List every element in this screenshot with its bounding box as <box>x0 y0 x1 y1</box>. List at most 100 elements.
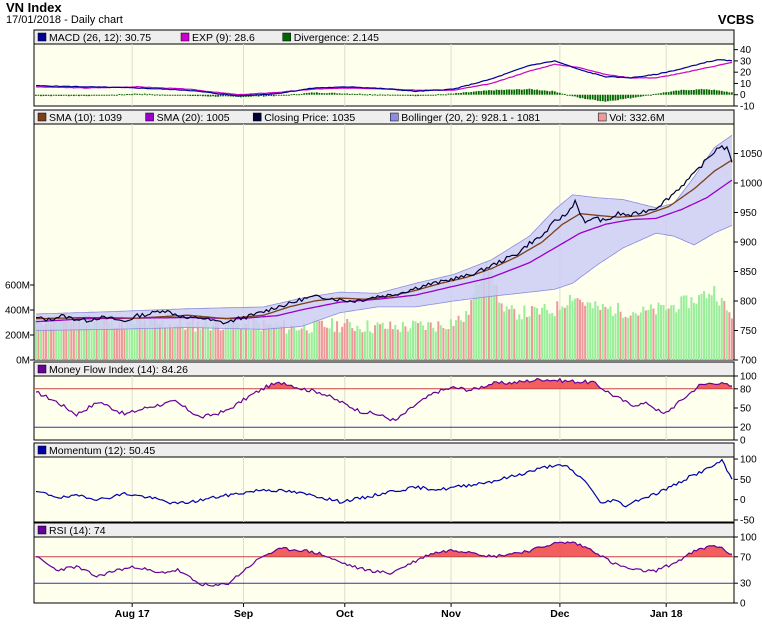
volume-bar <box>617 302 620 360</box>
volume-bar <box>189 321 192 360</box>
sma20-line <box>35 179 733 323</box>
volume-bar <box>265 323 268 360</box>
volume-bar <box>169 324 172 360</box>
divergence-bar <box>136 93 139 95</box>
divergence-bar <box>675 90 678 95</box>
volume-bar <box>670 305 673 360</box>
volume-bar <box>376 322 379 360</box>
volume-bar <box>708 293 711 360</box>
volume-bar <box>163 327 166 360</box>
volume-bar <box>634 313 637 360</box>
mfi-line <box>35 377 733 422</box>
divergence-bar <box>326 93 328 95</box>
macd-line <box>35 59 733 97</box>
divergence-bar <box>703 89 705 95</box>
divergence-bar <box>437 94 440 96</box>
divergence-bar <box>379 94 382 96</box>
legend-label: SMA (10): 1039 <box>49 112 122 124</box>
y-tick-label: 20 <box>740 68 752 79</box>
divergence-bar <box>138 93 141 95</box>
divergence-bar <box>505 89 508 95</box>
volume-bar <box>637 315 640 360</box>
volume-bar <box>434 331 437 360</box>
volume-bar <box>338 332 341 360</box>
divergence-bar <box>118 93 121 95</box>
divergence-bar <box>614 94 617 101</box>
volume-bar <box>619 311 622 360</box>
volume-bar <box>136 318 139 360</box>
divergence-bar <box>429 94 432 96</box>
volume-bar <box>444 329 447 360</box>
divergence-bar <box>399 94 402 96</box>
divergence-bar <box>90 94 93 96</box>
divergence-bar <box>672 90 675 95</box>
legend-label: Closing Price: 1035 <box>264 112 355 124</box>
volume-bar <box>624 316 627 360</box>
divergence-bar <box>176 94 179 96</box>
divergence-bar <box>224 94 227 97</box>
volume-bar <box>75 319 78 360</box>
volume-bar <box>186 322 189 360</box>
volume-bar <box>452 325 455 360</box>
divergence-bar <box>153 94 156 96</box>
volume-bar <box>356 325 359 360</box>
volume-bar <box>384 328 387 360</box>
divergence-bar <box>447 93 450 95</box>
divergence-bar <box>141 94 144 96</box>
divergence-bar <box>482 90 485 95</box>
divergence-bar <box>652 94 655 96</box>
divergence-bar <box>617 94 619 101</box>
divergence-bar <box>280 94 283 96</box>
divergence-bar <box>52 94 55 96</box>
divergence-bar <box>305 92 308 95</box>
volume-bar <box>530 306 533 360</box>
volume-bar <box>60 317 63 360</box>
volume-bar <box>470 300 473 360</box>
volume-bar <box>222 329 225 360</box>
volume-bar <box>391 329 394 360</box>
divergence-bar <box>536 89 538 95</box>
divergence-bar <box>584 94 587 100</box>
divergence-bar <box>629 94 632 99</box>
divergence-bar <box>386 94 389 96</box>
divergence-bar <box>541 90 543 95</box>
divergence-bar <box>381 94 384 96</box>
volume-bar <box>665 310 668 360</box>
divergence-bar <box>103 94 106 96</box>
volume-bar <box>455 320 458 360</box>
volume-bar <box>110 315 113 360</box>
volume-bar <box>336 321 339 360</box>
volume-bar <box>247 316 250 360</box>
volume-bar <box>556 301 559 360</box>
y-tick-label: -10 <box>740 102 755 113</box>
volume-bar <box>115 327 118 360</box>
divergence-bar <box>518 89 521 95</box>
divergence-bar <box>331 92 333 95</box>
bollinger-band <box>36 135 732 331</box>
volume-bar <box>697 295 700 360</box>
rsi-panel <box>33 536 735 604</box>
divergence-bar <box>472 91 475 95</box>
divergence-bar <box>131 94 133 96</box>
volume-bar <box>204 319 207 360</box>
divergence-bar <box>655 93 657 95</box>
divergence-bar <box>196 94 199 97</box>
volume-bar <box>298 330 301 360</box>
volume-bar <box>303 323 306 360</box>
divergence-bar <box>88 94 90 97</box>
volume-bar <box>718 305 721 360</box>
volume-bar <box>406 331 409 360</box>
volume-bar <box>510 305 513 360</box>
divergence-bar <box>508 89 511 95</box>
volume-bar <box>80 322 83 360</box>
divergence-bar <box>710 90 713 95</box>
divergence-bar <box>277 94 280 96</box>
volume-bar <box>695 303 698 360</box>
volume-bar <box>543 304 546 360</box>
divergence-bar <box>627 94 630 99</box>
volume-bar <box>161 320 164 360</box>
divergence-bar <box>313 92 316 95</box>
volume-bar <box>374 325 377 360</box>
divergence-bar <box>624 94 627 99</box>
volume-bar <box>227 315 230 360</box>
